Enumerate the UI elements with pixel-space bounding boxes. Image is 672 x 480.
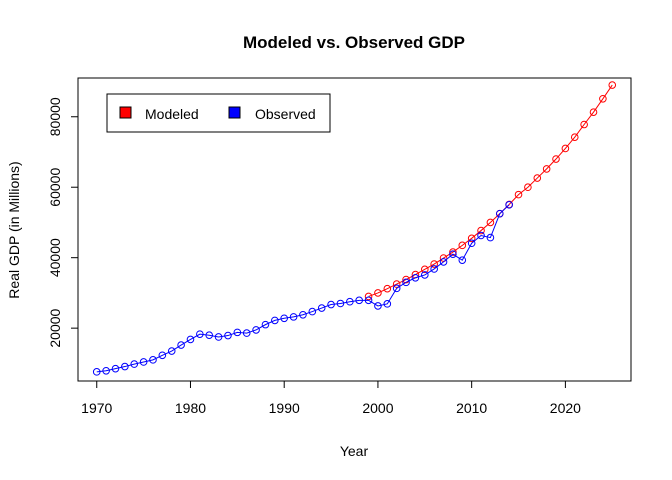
x-tick-label: 1980 — [175, 400, 206, 416]
data-point-observed — [271, 316, 279, 325]
data-point-modeled — [599, 94, 607, 103]
data-point-observed — [346, 297, 354, 306]
data-point-modeled — [486, 218, 495, 227]
data-point-modeled — [561, 144, 570, 153]
data-point-observed — [233, 328, 242, 337]
data-point-modeled — [449, 248, 457, 256]
data-point-modeled — [580, 120, 588, 129]
series-observed — [92, 201, 513, 376]
x-axis-label: Year — [340, 443, 369, 459]
y-tick-label: 80000 — [47, 97, 63, 136]
x-tick-label: 1970 — [81, 400, 112, 416]
data-point-modeled — [589, 108, 598, 116]
data-point-observed — [280, 314, 289, 323]
data-point-observed — [252, 326, 260, 334]
data-point-observed — [299, 310, 307, 319]
data-point-modeled — [524, 183, 532, 192]
data-point-observed — [336, 299, 345, 308]
x-tick-label: 2000 — [362, 400, 393, 416]
data-point-observed — [364, 296, 373, 305]
y-axis-label: Real GDP (in Millions) — [6, 161, 22, 298]
y-tick-label: 60000 — [47, 168, 63, 207]
legend: Modeled Observed — [106, 93, 331, 133]
data-point-modeled — [374, 289, 382, 297]
data-point-observed — [430, 265, 438, 273]
data-point-observed — [167, 347, 176, 355]
data-point-observed — [224, 331, 232, 340]
x-axis: 1970 1980 1990 2000 2010 2020 — [81, 380, 581, 416]
data-point-modeled — [608, 81, 617, 89]
data-point-observed — [439, 258, 448, 266]
data-point-observed — [327, 300, 335, 309]
data-point-modeled — [542, 165, 551, 173]
data-point-observed — [355, 296, 363, 305]
chart-title: Modeled vs. Observed GDP — [243, 33, 465, 52]
data-point-modeled — [552, 155, 560, 163]
data-point-modeled — [533, 174, 542, 182]
data-point-observed — [186, 335, 195, 344]
data-point-observed — [449, 250, 457, 258]
data-point-modeled — [477, 226, 485, 235]
data-point-modeled — [514, 190, 523, 199]
legend-swatch-observed — [228, 106, 241, 119]
data-point-observed — [130, 360, 139, 368]
series-modeled — [364, 81, 617, 301]
data-point-observed — [467, 239, 476, 248]
data-point-observed — [289, 313, 298, 321]
legend-label-observed: Observed — [255, 106, 316, 122]
data-point-observed — [420, 271, 429, 279]
data-point-observed — [205, 331, 214, 339]
y-tick-label: 20000 — [47, 308, 63, 347]
series-layer — [92, 81, 617, 376]
x-tick-label: 2010 — [456, 400, 487, 416]
data-point-modeled — [364, 292, 373, 301]
data-point-modeled — [467, 234, 476, 243]
data-point-observed — [92, 368, 101, 376]
data-point-modeled — [420, 265, 429, 274]
data-point-observed — [411, 273, 420, 282]
data-point-observed — [374, 302, 382, 310]
data-point-observed — [402, 278, 410, 287]
data-point-observed — [505, 201, 513, 209]
data-point-observed — [458, 256, 467, 264]
legend-label-modeled: Modeled — [145, 106, 199, 122]
legend-box — [106, 93, 331, 133]
x-tick-label: 2020 — [550, 400, 581, 416]
data-point-observed — [177, 341, 185, 349]
data-point-observed — [102, 366, 110, 375]
data-point-observed — [261, 320, 270, 329]
data-point-observed — [139, 358, 148, 366]
data-point-observed — [317, 304, 326, 312]
y-tick-label: 40000 — [47, 238, 63, 277]
data-point-observed — [121, 362, 129, 371]
data-point-observed — [383, 300, 392, 308]
data-point-observed — [392, 284, 401, 293]
data-point-observed — [214, 333, 223, 341]
x-tick-label: 1990 — [269, 400, 300, 416]
y-axis: 20000 40000 60000 80000 — [47, 97, 79, 348]
legend-swatch-modeled — [119, 106, 132, 119]
data-point-observed — [495, 209, 504, 218]
data-point-observed — [111, 364, 120, 373]
data-point-observed — [486, 233, 495, 242]
data-point-observed — [158, 351, 167, 360]
data-point-modeled — [430, 260, 438, 268]
data-point-observed — [149, 356, 157, 364]
data-point-modeled — [383, 284, 392, 293]
data-point-observed — [477, 231, 485, 240]
data-point-modeled — [570, 133, 579, 141]
data-point-observed — [196, 330, 204, 338]
data-point-modeled — [458, 241, 467, 250]
data-point-observed — [308, 307, 317, 316]
data-point-modeled — [392, 280, 401, 288]
data-point-observed — [242, 329, 251, 337]
